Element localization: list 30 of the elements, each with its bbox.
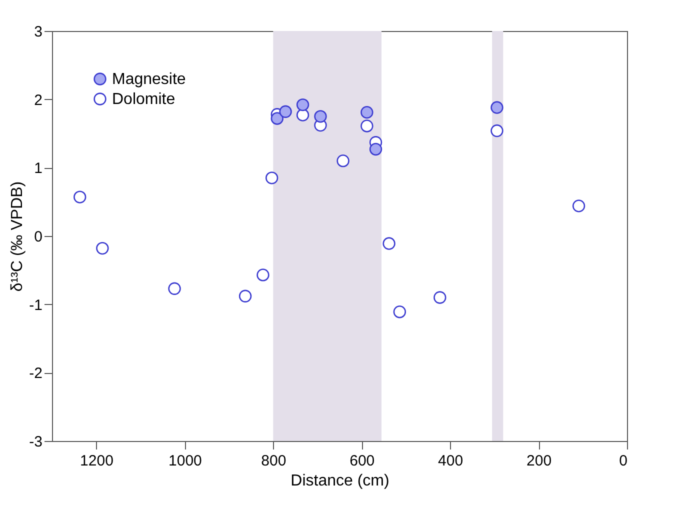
point — [490, 124, 504, 138]
point — [270, 112, 284, 125]
y-tick-label: -1 — [29, 296, 42, 314]
point — [296, 98, 310, 112]
x-tick-label: 1000 — [168, 452, 202, 470]
point — [369, 142, 382, 156]
x-axis-title: Distance (cm) — [290, 472, 390, 490]
point — [490, 101, 504, 114]
x-tick-label: 1200 — [80, 452, 114, 470]
y-tick-label: 2 — [34, 92, 42, 109]
y-axis-title: δ¹³C (‰ VPDB) — [9, 181, 26, 292]
x-tick-label: 600 — [350, 452, 375, 470]
point — [314, 110, 327, 123]
y-tick-label: -2 — [29, 365, 42, 382]
point — [360, 120, 374, 132]
point — [265, 172, 278, 184]
point — [360, 106, 374, 119]
y-tick-label: -3 — [29, 434, 42, 450]
point — [336, 154, 350, 168]
y-tick-label: 1 — [34, 160, 42, 178]
x-tick-label: 200 — [526, 452, 552, 470]
y-tick-label: 0 — [34, 228, 42, 246]
x-tick-label: 800 — [261, 452, 286, 470]
x-tick-label: 0 — [619, 452, 628, 470]
point — [296, 108, 310, 122]
point — [279, 105, 292, 118]
legend-label: Dolomite — [112, 91, 176, 108]
y-tick-label: 3 — [34, 24, 42, 40]
x-tick-label: 400 — [438, 452, 464, 470]
legend-label: Magnesite — [112, 71, 186, 88]
